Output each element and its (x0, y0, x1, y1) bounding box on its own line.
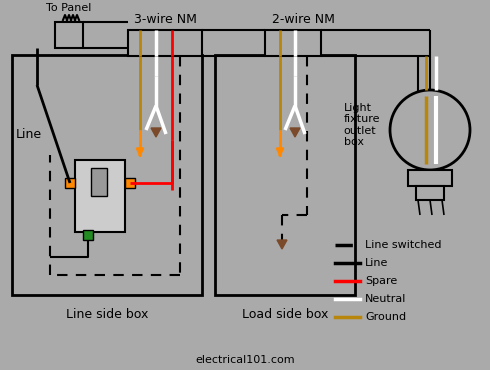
Bar (91, 168, 107, 196)
Text: Spare: Spare (365, 276, 397, 286)
Text: Load side box: Load side box (242, 308, 328, 321)
Text: electrical101.com: electrical101.com (195, 355, 295, 365)
Bar (408, 170, 452, 186)
Text: Line: Line (365, 258, 389, 268)
Polygon shape (277, 240, 287, 249)
Text: 2-wire NM: 2-wire NM (271, 13, 335, 26)
Bar (128, 30, 202, 56)
Bar (55, 22, 83, 48)
Text: To Panel: To Panel (47, 3, 92, 13)
Bar (75, 160, 125, 232)
Bar (416, 186, 444, 200)
Bar (65, 178, 75, 188)
Bar (265, 30, 321, 56)
Bar (125, 178, 135, 188)
Text: Line: Line (16, 128, 42, 141)
Text: Neutral: Neutral (365, 294, 406, 304)
Polygon shape (290, 128, 300, 137)
Text: Line switched: Line switched (365, 240, 441, 250)
Text: Line side box: Line side box (66, 308, 148, 321)
Bar (83, 230, 93, 240)
Bar (215, 55, 355, 295)
Polygon shape (151, 128, 161, 137)
Text: Light
fixture
outlet
box: Light fixture outlet box (344, 102, 380, 147)
Text: 3-wire NM: 3-wire NM (134, 13, 196, 26)
Bar (12, 55, 202, 295)
Text: Ground: Ground (365, 312, 406, 322)
